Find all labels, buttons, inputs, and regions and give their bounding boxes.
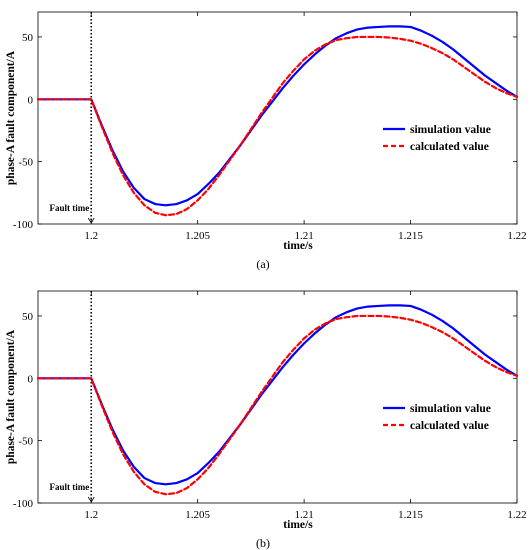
plot-frame <box>37 290 518 504</box>
x-axis-label: time/s <box>283 240 313 252</box>
fault-time-annotation: Fault time <box>49 482 89 492</box>
x-tick-label: 1.2 <box>84 509 98 521</box>
y-tick-label: -50 <box>18 436 33 448</box>
legend-label-calculated: calculated value <box>410 420 489 432</box>
plot-frame <box>37 11 518 225</box>
legend-label-calculated: calculated value <box>410 141 489 153</box>
legend-label-simulation: simulation value <box>410 403 491 415</box>
series-line-simulation <box>36 304 519 486</box>
y-tick-label: 0 <box>28 94 34 106</box>
y-tick-label: 50 <box>22 311 34 323</box>
series-line-simulation <box>36 25 519 207</box>
x-tick-label: 1.2 <box>84 230 98 242</box>
panel-label: (b) <box>256 536 270 550</box>
x-tick-label: 1.205 <box>185 509 210 521</box>
x-tick-label: 1.215 <box>398 509 423 521</box>
fault-time-arrowhead <box>87 496 95 503</box>
series-line-calculated <box>36 35 519 217</box>
y-tick-label: -50 <box>18 157 33 169</box>
y-tick-label: 0 <box>28 373 34 385</box>
x-tick-label: 1.21 <box>294 230 313 242</box>
x-tick-label: 1.21 <box>294 509 313 521</box>
y-axis-label: phase-A fault component/A <box>5 329 17 464</box>
fault-time-arrowhead <box>87 217 95 224</box>
legend-label-simulation: simulation value <box>410 124 491 136</box>
x-tick-label: 1.215 <box>398 230 423 242</box>
fault-time-annotation: Fault time <box>49 203 89 213</box>
y-tick-label: -100 <box>13 219 34 231</box>
x-tick-label: 1.205 <box>185 230 210 242</box>
x-tick-label: 1.22 <box>507 230 526 242</box>
y-tick-label: 50 <box>22 32 34 44</box>
y-axis-label: phase-A fault component/A <box>5 50 17 185</box>
x-axis-label: time/s <box>283 519 313 531</box>
x-tick-label: 1.22 <box>507 509 526 521</box>
panel-label: (a) <box>256 257 269 271</box>
y-tick-label: -100 <box>13 498 34 510</box>
series-line-calculated <box>36 314 519 496</box>
